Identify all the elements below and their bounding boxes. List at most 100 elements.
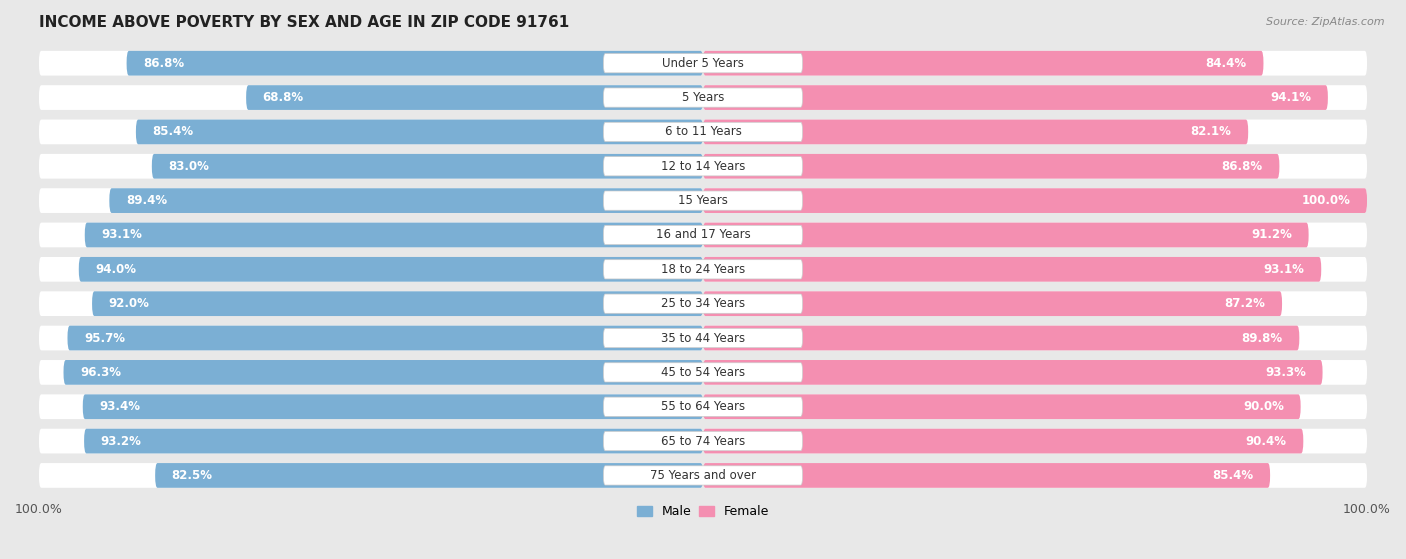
FancyBboxPatch shape (84, 429, 703, 453)
FancyBboxPatch shape (152, 154, 703, 179)
FancyBboxPatch shape (703, 291, 1367, 316)
Text: 82.1%: 82.1% (1191, 125, 1232, 139)
FancyBboxPatch shape (703, 120, 1249, 144)
FancyBboxPatch shape (703, 154, 1367, 179)
FancyBboxPatch shape (603, 363, 803, 382)
Text: 84.4%: 84.4% (1206, 56, 1247, 70)
Text: 85.4%: 85.4% (152, 125, 194, 139)
FancyBboxPatch shape (39, 85, 703, 110)
FancyBboxPatch shape (603, 54, 803, 73)
Text: 89.8%: 89.8% (1241, 331, 1282, 344)
FancyBboxPatch shape (703, 154, 1279, 179)
FancyBboxPatch shape (703, 429, 1303, 453)
FancyBboxPatch shape (39, 257, 703, 282)
Text: 86.8%: 86.8% (1222, 160, 1263, 173)
Text: 93.2%: 93.2% (101, 434, 142, 448)
FancyBboxPatch shape (603, 88, 803, 107)
Text: 5 Years: 5 Years (682, 91, 724, 104)
FancyBboxPatch shape (155, 463, 703, 488)
Text: 18 to 24 Years: 18 to 24 Years (661, 263, 745, 276)
FancyBboxPatch shape (39, 51, 703, 75)
Text: 90.0%: 90.0% (1243, 400, 1284, 413)
FancyBboxPatch shape (67, 326, 703, 350)
FancyBboxPatch shape (39, 120, 703, 144)
Text: 95.7%: 95.7% (84, 331, 125, 344)
Text: 100.0%: 100.0% (1302, 194, 1350, 207)
FancyBboxPatch shape (603, 122, 803, 141)
FancyBboxPatch shape (39, 154, 703, 179)
FancyBboxPatch shape (703, 85, 1327, 110)
FancyBboxPatch shape (603, 466, 803, 485)
FancyBboxPatch shape (703, 188, 1367, 213)
FancyBboxPatch shape (703, 222, 1367, 247)
Text: 45 to 54 Years: 45 to 54 Years (661, 366, 745, 379)
Text: 93.1%: 93.1% (1264, 263, 1305, 276)
FancyBboxPatch shape (703, 51, 1367, 75)
FancyBboxPatch shape (603, 225, 803, 245)
FancyBboxPatch shape (246, 85, 703, 110)
Text: 93.1%: 93.1% (101, 229, 142, 241)
FancyBboxPatch shape (39, 222, 703, 247)
Text: 55 to 64 Years: 55 to 64 Years (661, 400, 745, 413)
Text: 90.4%: 90.4% (1246, 434, 1286, 448)
FancyBboxPatch shape (110, 188, 703, 213)
Text: 16 and 17 Years: 16 and 17 Years (655, 229, 751, 241)
FancyBboxPatch shape (603, 328, 803, 348)
Text: 85.4%: 85.4% (1212, 469, 1254, 482)
FancyBboxPatch shape (603, 260, 803, 279)
Text: 93.4%: 93.4% (100, 400, 141, 413)
FancyBboxPatch shape (703, 394, 1367, 419)
FancyBboxPatch shape (703, 188, 1367, 213)
FancyBboxPatch shape (703, 360, 1367, 385)
FancyBboxPatch shape (603, 294, 803, 313)
Text: INCOME ABOVE POVERTY BY SEX AND AGE IN ZIP CODE 91761: INCOME ABOVE POVERTY BY SEX AND AGE IN Z… (39, 15, 569, 30)
FancyBboxPatch shape (703, 257, 1367, 282)
Text: 94.0%: 94.0% (96, 263, 136, 276)
Text: 94.1%: 94.1% (1270, 91, 1312, 104)
FancyBboxPatch shape (136, 120, 703, 144)
Text: 82.5%: 82.5% (172, 469, 212, 482)
Text: 92.0%: 92.0% (108, 297, 149, 310)
FancyBboxPatch shape (603, 397, 803, 416)
FancyBboxPatch shape (703, 257, 1322, 282)
Text: 83.0%: 83.0% (169, 160, 209, 173)
FancyBboxPatch shape (91, 291, 703, 316)
Text: 25 to 34 Years: 25 to 34 Years (661, 297, 745, 310)
Text: 93.3%: 93.3% (1265, 366, 1306, 379)
Text: 15 Years: 15 Years (678, 194, 728, 207)
FancyBboxPatch shape (127, 51, 703, 75)
FancyBboxPatch shape (703, 463, 1367, 488)
Text: 91.2%: 91.2% (1251, 229, 1292, 241)
Text: 75 Years and over: 75 Years and over (650, 469, 756, 482)
Text: 87.2%: 87.2% (1225, 297, 1265, 310)
FancyBboxPatch shape (39, 360, 703, 385)
FancyBboxPatch shape (603, 157, 803, 176)
FancyBboxPatch shape (39, 463, 703, 488)
FancyBboxPatch shape (603, 191, 803, 210)
FancyBboxPatch shape (84, 222, 703, 247)
FancyBboxPatch shape (63, 360, 703, 385)
FancyBboxPatch shape (703, 51, 1264, 75)
FancyBboxPatch shape (703, 222, 1309, 247)
Text: 12 to 14 Years: 12 to 14 Years (661, 160, 745, 173)
FancyBboxPatch shape (703, 291, 1282, 316)
Text: 35 to 44 Years: 35 to 44 Years (661, 331, 745, 344)
FancyBboxPatch shape (703, 120, 1367, 144)
Text: 89.4%: 89.4% (127, 194, 167, 207)
FancyBboxPatch shape (79, 257, 703, 282)
FancyBboxPatch shape (703, 360, 1323, 385)
Legend: Male, Female: Male, Female (631, 500, 775, 523)
FancyBboxPatch shape (703, 326, 1299, 350)
Text: 96.3%: 96.3% (80, 366, 121, 379)
Text: Source: ZipAtlas.com: Source: ZipAtlas.com (1267, 17, 1385, 27)
FancyBboxPatch shape (603, 432, 803, 451)
FancyBboxPatch shape (703, 463, 1270, 488)
Text: 68.8%: 68.8% (263, 91, 304, 104)
FancyBboxPatch shape (39, 394, 703, 419)
FancyBboxPatch shape (39, 188, 703, 213)
Text: 65 to 74 Years: 65 to 74 Years (661, 434, 745, 448)
FancyBboxPatch shape (39, 326, 703, 350)
FancyBboxPatch shape (703, 85, 1367, 110)
FancyBboxPatch shape (83, 394, 703, 419)
Text: 86.8%: 86.8% (143, 56, 184, 70)
